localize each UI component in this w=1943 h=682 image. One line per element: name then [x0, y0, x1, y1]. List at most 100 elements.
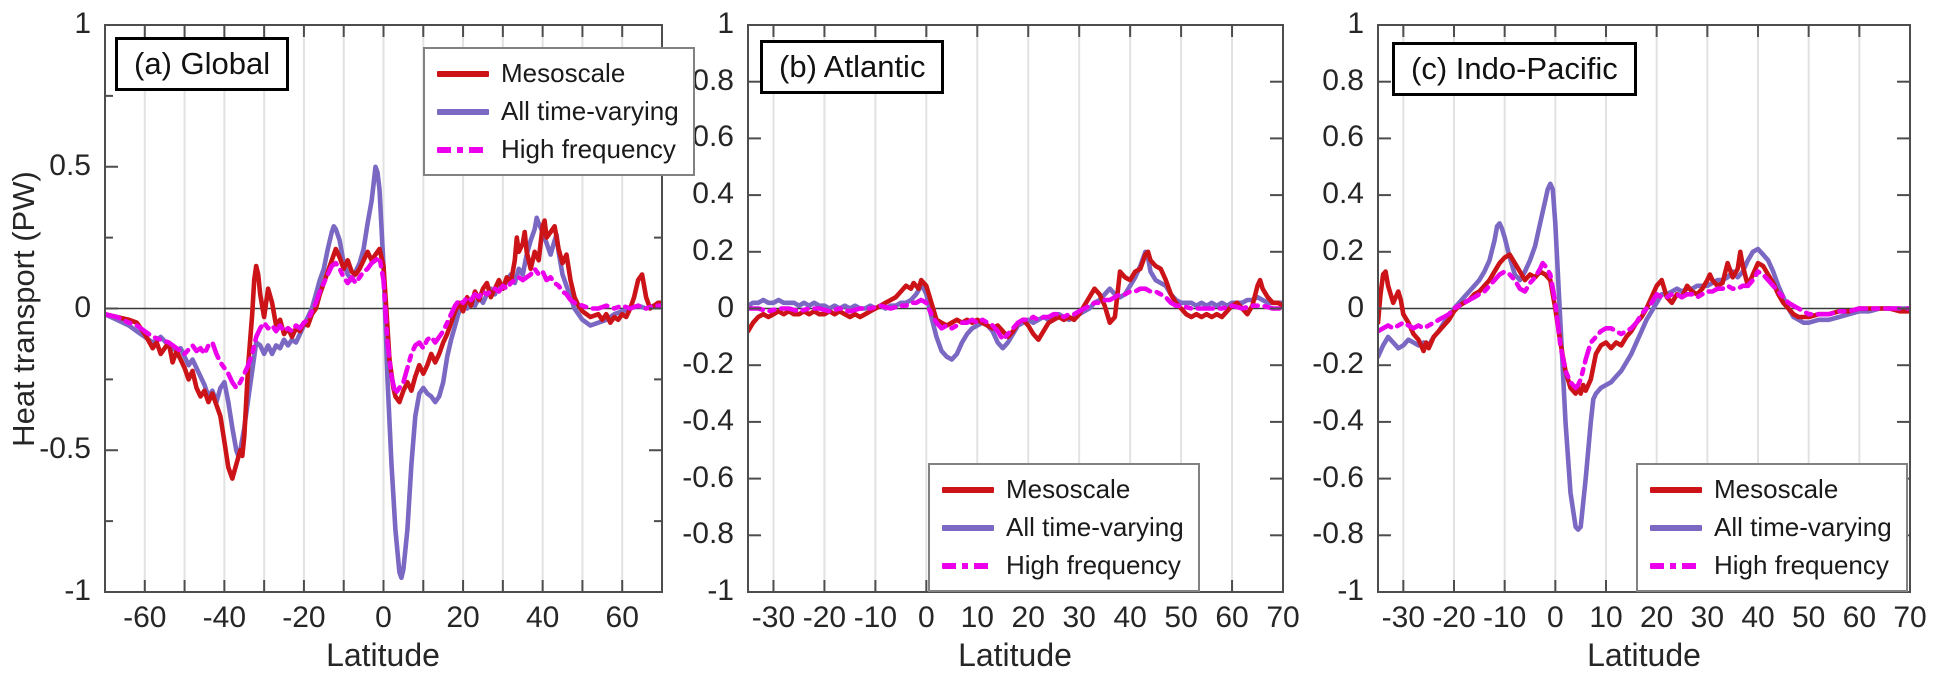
y-tick-label: -1	[1337, 574, 1364, 607]
legend-line-sample-solid	[437, 108, 489, 115]
legend-line-sample-solid	[1650, 524, 1702, 531]
panel-b-title: (b) Atlantic	[760, 40, 945, 94]
legend-item: Mesoscale	[1650, 474, 1892, 505]
y-tick-label: 0	[74, 290, 91, 324]
x-tick-label: -10	[853, 601, 898, 634]
x-tick-label: 20	[446, 601, 480, 634]
x-tick-label: -60	[123, 601, 167, 634]
x-tick-label: 20	[1639, 601, 1674, 634]
y-tick-label: -0.5	[39, 432, 91, 466]
y-tick-label: 1	[717, 7, 734, 40]
legend-panel-b: Mesoscale All time-varying High frequency	[928, 463, 1200, 592]
x-tick-label: 70	[1893, 601, 1927, 634]
y-tick-label: -1	[64, 574, 91, 607]
x-tick-label: 60	[1842, 601, 1877, 634]
y-tick-label: 0	[717, 290, 734, 324]
series-line-all-time-varying	[1378, 181, 1910, 532]
y-tick-label: 1	[74, 7, 91, 40]
x-axis-label-c: Latitude	[1587, 637, 1701, 673]
y-tick-label: 0.8	[692, 63, 734, 97]
y-tick-label: 0.4	[1322, 177, 1364, 211]
legend-label: All time-varying	[501, 96, 679, 126]
x-tick-label: 0	[375, 601, 392, 634]
x-tick-label: 10	[960, 601, 994, 634]
y-tick-label: 1	[1347, 7, 1364, 40]
series-line-high-frequency	[748, 286, 1283, 342]
x-tick-label: 30	[1062, 601, 1096, 634]
x-axis-label-a: Latitude	[326, 637, 440, 673]
legend-label: High frequency	[1006, 550, 1181, 580]
x-tick-label: 60	[1215, 601, 1249, 634]
y-tick-label: -0.4	[1312, 403, 1364, 437]
x-tick-label: 20	[1011, 601, 1045, 634]
x-axis-label-b: Latitude	[958, 637, 1072, 673]
x-tick-label: 40	[1113, 601, 1147, 634]
series-line-all-time-varying	[748, 249, 1283, 362]
legend-line-sample-solid	[942, 524, 994, 531]
x-tick-label: 50	[1164, 601, 1198, 634]
y-tick-label: -0.8	[1312, 517, 1364, 551]
y-axis-label: Heat transport (PW)	[6, 171, 41, 447]
panel-c-title: (c) Indo-Pacific	[1392, 42, 1637, 96]
series-line-high-frequency	[1378, 260, 1910, 391]
x-tick-label: 10	[1589, 601, 1623, 634]
y-tick-label: 0.6	[1322, 120, 1364, 154]
legend-label: Mesoscale	[1714, 474, 1839, 504]
x-tick-label: -40	[202, 601, 247, 634]
x-tick-label: 50	[1791, 601, 1826, 634]
y-tick-label: 0.2	[1322, 233, 1364, 267]
y-tick-label: -0.4	[682, 403, 734, 437]
x-tick-label: -30	[1381, 601, 1425, 634]
x-tick-label: 40	[1741, 601, 1775, 634]
y-tick-label: -0.6	[682, 460, 734, 494]
legend-label: All time-varying	[1714, 512, 1892, 542]
x-tick-label: -10	[1482, 601, 1527, 634]
legend-line-sample-solid	[1650, 486, 1702, 493]
legend-label: All time-varying	[1006, 512, 1184, 542]
x-tick-label: 30	[1690, 601, 1725, 634]
legend-label: High frequency	[501, 134, 676, 164]
legend-item: High frequency	[437, 134, 679, 165]
legend-item: Mesoscale	[437, 58, 679, 89]
y-tick-label: 0.4	[692, 177, 734, 211]
legend-label: Mesoscale	[501, 58, 626, 88]
legend-line-sample-dashed	[437, 146, 489, 153]
legend-panel-a: Mesoscale All time-varying High frequency	[423, 47, 695, 176]
legend-item: High frequency	[942, 550, 1184, 581]
x-tick-label: 40	[525, 601, 560, 634]
legend-line-sample-dashed	[1650, 562, 1702, 569]
y-tick-label: 0	[1347, 290, 1364, 324]
y-tick-label: -0.8	[682, 517, 734, 551]
series-line-high-frequency	[105, 255, 662, 396]
x-tick-label: 0	[1546, 601, 1564, 634]
panel-a-title: (a) Global	[115, 37, 290, 91]
legend-line-sample-dashed	[942, 562, 994, 569]
x-tick-label: 0	[917, 601, 935, 634]
x-tick-label: 70	[1266, 601, 1300, 634]
legend-item: All time-varying	[437, 96, 679, 127]
legend-item: All time-varying	[1650, 512, 1892, 543]
y-tick-label: 0.8	[1322, 63, 1364, 97]
y-tick-label: -1	[707, 574, 734, 607]
y-tick-label: 0.5	[49, 148, 91, 182]
legend-label: Mesoscale	[1006, 474, 1131, 504]
y-tick-label: -0.6	[1312, 460, 1364, 494]
series-line-mesoscale	[1378, 249, 1910, 396]
y-tick-label: 0.2	[692, 233, 734, 267]
x-tick-label: -20	[282, 601, 326, 634]
x-tick-label: -20	[1432, 601, 1476, 634]
y-tick-label: 0.6	[692, 120, 734, 154]
legend-item: All time-varying	[942, 512, 1184, 543]
x-tick-label: -30	[751, 601, 796, 634]
y-tick-label: -0.2	[1312, 347, 1364, 381]
legend-item: Mesoscale	[942, 474, 1184, 505]
legend-line-sample-solid	[437, 70, 489, 77]
x-tick-label: 60	[605, 601, 639, 634]
legend-label: High frequency	[1714, 550, 1889, 580]
legend-panel-c: Mesoscale All time-varying High frequency	[1636, 463, 1908, 592]
y-tick-label: -0.2	[682, 347, 734, 381]
legend-item: High frequency	[1650, 550, 1892, 581]
legend-line-sample-solid	[942, 486, 994, 493]
x-tick-label: -20	[802, 601, 847, 634]
